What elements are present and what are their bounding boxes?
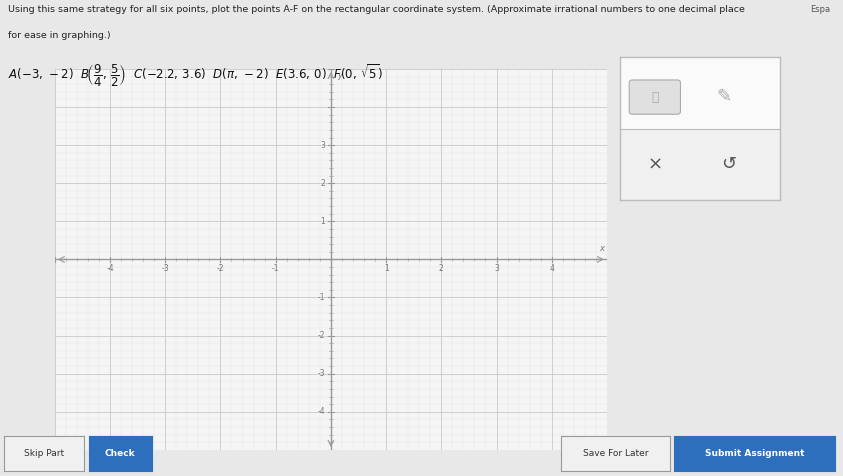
Text: -1: -1 xyxy=(272,264,279,273)
Text: 4: 4 xyxy=(550,264,554,273)
Text: ✎: ✎ xyxy=(717,88,731,106)
Text: Save For Later: Save For Later xyxy=(583,449,648,458)
Text: -4: -4 xyxy=(106,264,114,273)
Text: $A(-3,\,-2)$  $B\!\left(\dfrac{9}{4},\,\dfrac{5}{2}\right)$  $C(-2.2,\,3.6)$  $D: $A(-3,\,-2)$ $B\!\left(\dfrac{9}{4},\,\d… xyxy=(8,62,384,88)
Text: ⬜: ⬜ xyxy=(651,90,658,104)
Text: 2: 2 xyxy=(439,264,443,273)
Text: 1: 1 xyxy=(320,217,325,226)
Text: ↺: ↺ xyxy=(721,155,736,173)
Text: ×: × xyxy=(647,155,663,173)
Text: Espa: Espa xyxy=(810,5,830,14)
Text: 3: 3 xyxy=(494,264,499,273)
Text: 3: 3 xyxy=(320,141,325,149)
Text: 1: 1 xyxy=(384,264,389,273)
Text: -3: -3 xyxy=(318,369,325,378)
Text: -2: -2 xyxy=(217,264,224,273)
Text: Skip Part: Skip Part xyxy=(24,449,64,458)
Text: -1: -1 xyxy=(318,293,325,302)
FancyBboxPatch shape xyxy=(629,80,680,114)
Text: -4: -4 xyxy=(318,407,325,416)
Text: 2: 2 xyxy=(320,179,325,188)
Text: -3: -3 xyxy=(161,264,169,273)
Text: y: y xyxy=(337,71,342,80)
Text: for ease in graphing.): for ease in graphing.) xyxy=(8,31,111,40)
Text: -2: -2 xyxy=(318,331,325,340)
Text: Check: Check xyxy=(105,449,136,458)
Text: Using this same strategy for all six points, plot the points A-F on the rectangu: Using this same strategy for all six poi… xyxy=(8,5,745,14)
Text: Submit Assignment: Submit Assignment xyxy=(705,449,804,458)
Text: x: x xyxy=(599,244,604,253)
